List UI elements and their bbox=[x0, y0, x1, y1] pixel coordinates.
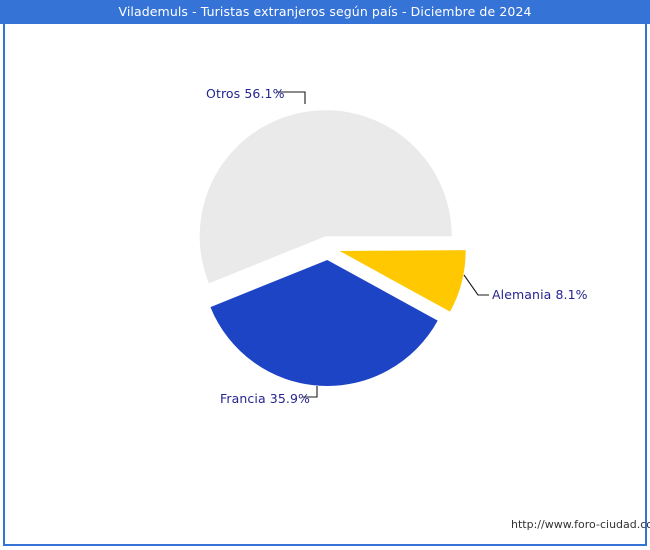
leader-line-francia bbox=[303, 386, 318, 398]
frame-border-bottom bbox=[3, 544, 647, 546]
leader-line-otros bbox=[277, 91, 306, 104]
pie-label-francia: Francia 35.9% bbox=[220, 391, 310, 406]
leader-lines bbox=[277, 91, 489, 398]
page-title: Vilademuls - Turistas extranjeros según … bbox=[0, 0, 650, 24]
frame-border-left bbox=[3, 24, 5, 546]
pie-slice-otros[interactable] bbox=[199, 110, 452, 284]
pie-slices bbox=[199, 110, 466, 386]
pie-label-otros: Otros 56.1% bbox=[206, 86, 285, 101]
pie-slice-alemania[interactable] bbox=[339, 250, 466, 312]
leader-line-alemania bbox=[463, 274, 489, 296]
pie-slice-francia[interactable] bbox=[210, 259, 438, 386]
source-url: http://www.foro-ciudad.com bbox=[511, 518, 650, 531]
pie-label-alemania: Alemania 8.1% bbox=[492, 287, 588, 302]
frame-border-right bbox=[645, 24, 647, 546]
